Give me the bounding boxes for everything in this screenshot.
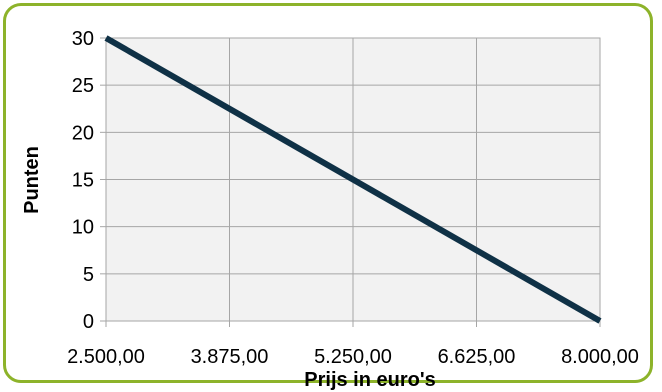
y-axis-title: Punten (21, 146, 43, 214)
series-line-0 (104, 35, 602, 324)
x-axis-ticks: 2.500,00 3.875,00 5.250,00 6.625,00 8.000,00 (67, 346, 639, 368)
y-tick-label: 0 (83, 311, 94, 333)
y-tick-label: 30 (72, 28, 94, 50)
plot-border (105, 37, 601, 322)
x-tick-label: 2.500,00 (67, 346, 145, 368)
x-tick-label: 5.250,00 (314, 346, 392, 368)
x-axis-title: Prijs in euro's (304, 369, 435, 391)
y-tick-label: 10 (72, 217, 94, 239)
y-tick-label: 20 (72, 122, 94, 144)
y-tick-label: 5 (83, 264, 94, 286)
y-axis-ticks: 0 5 10 15 20 25 30 (72, 28, 94, 333)
y-tick-label: 25 (72, 75, 94, 97)
y-tick-label: 15 (72, 170, 94, 192)
series-layer (104, 35, 602, 324)
x-tick-label: 6.625,00 (438, 346, 516, 368)
x-tick-label: 8.000,00 (561, 346, 639, 368)
x-tick-label: 3.875,00 (191, 346, 269, 368)
